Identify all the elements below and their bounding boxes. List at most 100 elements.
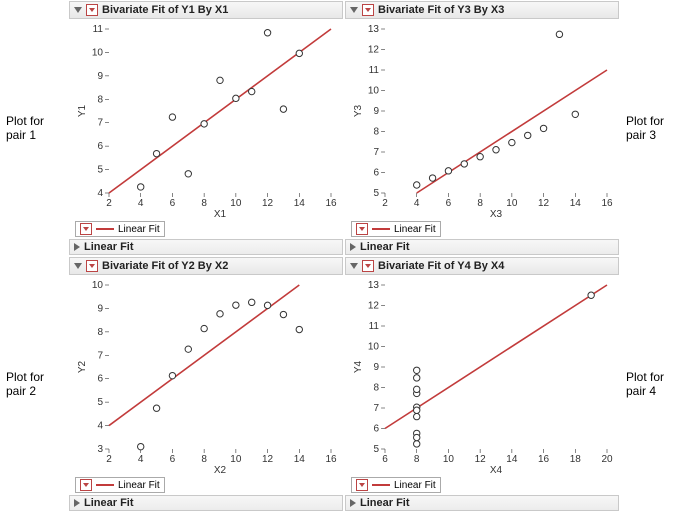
svg-text:X3: X3 — [490, 209, 503, 219]
svg-text:9: 9 — [97, 71, 103, 82]
svg-text:12: 12 — [368, 45, 380, 56]
panel-2-footer[interactable]: Linear Fit — [69, 495, 343, 511]
svg-text:8: 8 — [201, 454, 207, 465]
disclosure-right-icon[interactable] — [350, 499, 356, 507]
side-label-2: Plot for pair 2 — [0, 256, 68, 512]
panel-1-titlebar[interactable]: Bivariate Fit of Y1 By X1 — [69, 1, 343, 19]
side-label-3-text: Plot for pair 3 — [626, 114, 680, 142]
panel-1-svg: 2468101214164567891011X1Y1 — [75, 25, 337, 219]
svg-text:X4: X4 — [490, 465, 503, 475]
panel-1-footer[interactable]: Linear Fit — [69, 239, 343, 255]
panel-3: Bivariate Fit of Y3 By X3 24681012141656… — [344, 0, 620, 256]
disclosure-down-icon[interactable] — [74, 263, 82, 269]
hotspot-icon[interactable] — [362, 260, 374, 272]
panel-2-svg: 246810121416345678910X2Y2 — [75, 281, 337, 475]
disclosure-down-icon[interactable] — [350, 263, 358, 269]
legend-line-icon — [96, 228, 114, 230]
panel-3-footer[interactable]: Linear Fit — [345, 239, 619, 255]
panel-4: Bivariate Fit of Y4 By X4 68101214161820… — [344, 256, 620, 512]
side-label-4: Plot for pair 4 — [620, 256, 686, 512]
panel-4-titlebar[interactable]: Bivariate Fit of Y4 By X4 — [345, 257, 619, 275]
svg-text:8: 8 — [373, 127, 379, 138]
svg-text:Y1: Y1 — [77, 104, 88, 117]
svg-text:20: 20 — [601, 454, 613, 465]
legend-box[interactable]: Linear Fit — [75, 221, 165, 237]
legend-box[interactable]: Linear Fit — [75, 477, 165, 493]
side-label-2-text: Plot for pair 2 — [6, 370, 62, 398]
svg-text:2: 2 — [106, 198, 112, 209]
svg-text:16: 16 — [601, 198, 613, 209]
side-label-3: Plot for pair 3 — [620, 0, 686, 256]
svg-text:6: 6 — [373, 168, 379, 179]
svg-text:9: 9 — [373, 106, 379, 117]
panel-4-legend: Linear Fit — [345, 475, 619, 495]
panel-3-titlebar[interactable]: Bivariate Fit of Y3 By X3 — [345, 1, 619, 19]
svg-text:11: 11 — [369, 65, 380, 76]
svg-text:8: 8 — [97, 94, 103, 105]
svg-text:6: 6 — [382, 454, 388, 465]
panel-2-plot: 246810121416345678910X2Y2 — [69, 275, 343, 475]
svg-text:16: 16 — [538, 454, 550, 465]
svg-text:7: 7 — [97, 350, 103, 361]
panel-2: Bivariate Fit of Y2 By X2 24681012141634… — [68, 256, 344, 512]
panel-2-legend: Linear Fit — [69, 475, 343, 495]
svg-text:12: 12 — [262, 198, 274, 209]
panel-4-svg: 681012141618205678910111213X4Y4 — [351, 281, 613, 475]
svg-text:10: 10 — [230, 198, 242, 209]
svg-text:Y4: Y4 — [353, 360, 364, 373]
panel-3-legend: Linear Fit — [345, 219, 619, 239]
svg-text:10: 10 — [92, 47, 104, 58]
hotspot-icon[interactable] — [86, 260, 98, 272]
hotspot-icon[interactable] — [86, 4, 98, 16]
disclosure-down-icon[interactable] — [350, 7, 358, 13]
svg-text:9: 9 — [373, 362, 379, 373]
legend-label: Linear Fit — [118, 224, 160, 235]
svg-text:5: 5 — [97, 165, 103, 176]
svg-text:10: 10 — [368, 342, 380, 353]
svg-text:4: 4 — [138, 198, 144, 209]
svg-text:16: 16 — [325, 454, 337, 465]
svg-text:12: 12 — [368, 301, 380, 312]
legend-line-icon — [96, 484, 114, 486]
footer-label: Linear Fit — [84, 241, 134, 253]
svg-text:X1: X1 — [214, 209, 227, 219]
side-label-1-text: Plot for pair 1 — [6, 114, 62, 142]
legend-box[interactable]: Linear Fit — [351, 477, 441, 493]
disclosure-right-icon[interactable] — [350, 243, 356, 251]
svg-text:16: 16 — [325, 198, 337, 209]
hotspot-icon[interactable] — [80, 223, 92, 235]
disclosure-right-icon[interactable] — [74, 243, 80, 251]
svg-text:7: 7 — [373, 403, 379, 414]
side-label-4-text: Plot for pair 4 — [626, 370, 680, 398]
panel-1-legend: Linear Fit — [69, 219, 343, 239]
svg-text:14: 14 — [294, 454, 306, 465]
svg-text:10: 10 — [368, 86, 380, 97]
svg-text:14: 14 — [570, 198, 582, 209]
disclosure-right-icon[interactable] — [74, 499, 80, 507]
svg-text:7: 7 — [373, 147, 379, 158]
svg-text:6: 6 — [97, 374, 103, 385]
panel-4-footer[interactable]: Linear Fit — [345, 495, 619, 511]
svg-text:8: 8 — [477, 198, 483, 209]
panel-1-plot: 2468101214164567891011X1Y1 — [69, 19, 343, 219]
svg-text:8: 8 — [414, 454, 420, 465]
legend-box[interactable]: Linear Fit — [351, 221, 441, 237]
hotspot-icon[interactable] — [356, 223, 368, 235]
svg-text:11: 11 — [369, 321, 380, 332]
svg-text:10: 10 — [443, 454, 455, 465]
svg-text:4: 4 — [97, 188, 103, 199]
svg-text:Y2: Y2 — [77, 360, 88, 373]
svg-text:6: 6 — [373, 424, 379, 435]
hotspot-icon[interactable] — [356, 479, 368, 491]
svg-text:7: 7 — [97, 118, 103, 129]
svg-text:3: 3 — [97, 444, 103, 455]
disclosure-down-icon[interactable] — [74, 7, 82, 13]
svg-text:5: 5 — [373, 444, 379, 455]
hotspot-icon[interactable] — [362, 4, 374, 16]
side-label-1: Plot for pair 1 — [0, 0, 68, 256]
panel-3-title: Bivariate Fit of Y3 By X3 — [378, 4, 504, 16]
panel-2-titlebar[interactable]: Bivariate Fit of Y2 By X2 — [69, 257, 343, 275]
svg-text:2: 2 — [382, 198, 388, 209]
svg-text:18: 18 — [570, 454, 582, 465]
hotspot-icon[interactable] — [80, 479, 92, 491]
